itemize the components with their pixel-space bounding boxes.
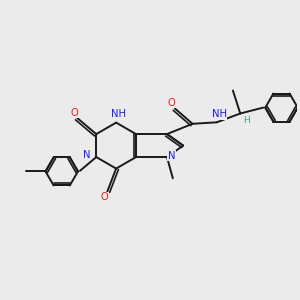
Text: O: O <box>71 108 79 118</box>
Text: H: H <box>243 116 250 125</box>
Text: N: N <box>83 150 91 160</box>
Text: O: O <box>100 192 108 203</box>
Text: NH: NH <box>111 110 126 119</box>
Text: O: O <box>167 98 175 108</box>
Text: NH: NH <box>212 109 226 119</box>
Text: N: N <box>168 151 175 160</box>
